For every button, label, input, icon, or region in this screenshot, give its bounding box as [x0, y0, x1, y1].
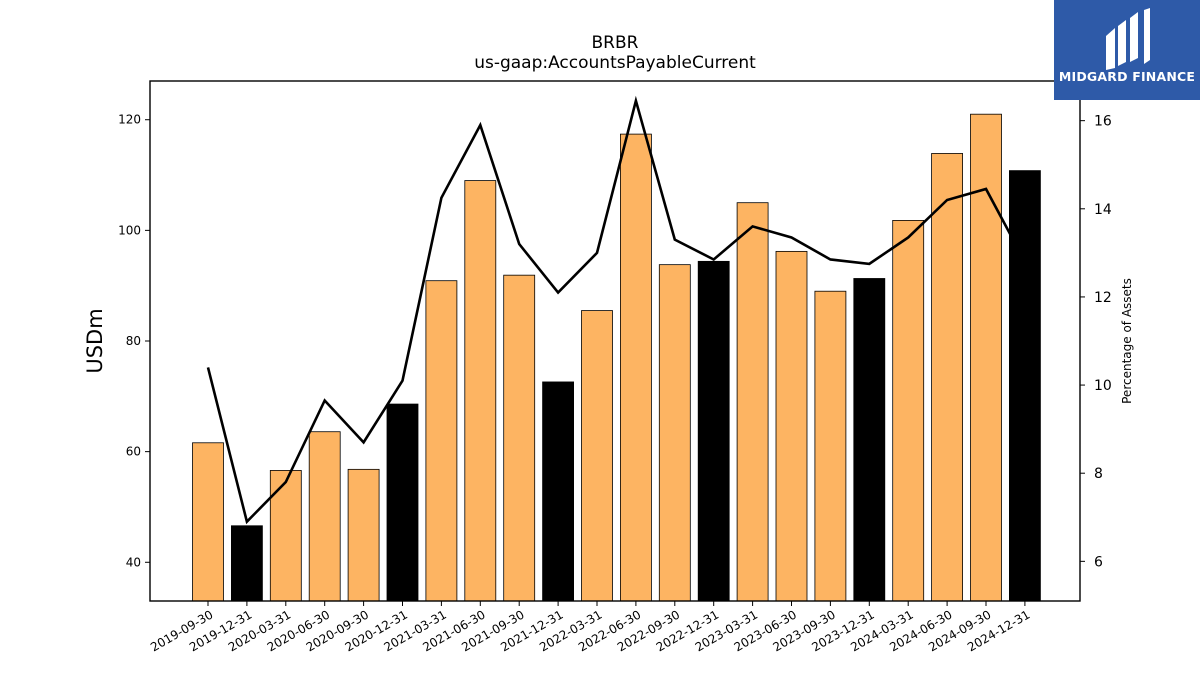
bar-2024-06-30	[931, 153, 963, 602]
bar-2022-12-31	[697, 260, 730, 602]
bar-2019-12-31	[230, 525, 263, 602]
chart-title: BRBR	[591, 33, 639, 53]
y2-axis-label: Percentage of Assets	[1120, 278, 1134, 404]
bar-2021-12-31	[542, 381, 574, 602]
brand-logo: MIDGARD FINANCE	[1054, 0, 1200, 100]
y2-tick-label: 16	[1094, 114, 1112, 130]
bar-2020-12-31	[386, 403, 419, 602]
y2-tick-label: 10	[1094, 378, 1112, 394]
bar-2023-06-30	[775, 250, 808, 602]
line-group	[206, 95, 1027, 525]
y-axis-label: USDm	[83, 308, 107, 373]
bar-2023-03-31	[736, 202, 769, 602]
y-tick-label: 60	[126, 445, 141, 459]
bar-2024-09-30	[970, 113, 1002, 602]
bar-2023-09-30	[814, 290, 847, 602]
y-tick-label: 100	[118, 223, 141, 237]
bar-2024-12-31	[1009, 170, 1041, 602]
percentage-line	[206, 95, 1027, 525]
y-tick-label: 40	[126, 555, 141, 569]
bar-2021-03-31	[425, 280, 458, 602]
bar-2020-03-31	[269, 470, 302, 602]
y2-tick-label: 14	[1094, 202, 1112, 218]
y2-tick-label: 12	[1094, 290, 1112, 306]
chart-subtitle: us-gaap:AccountsPayableCurrent	[474, 53, 756, 73]
bar-2019-09-30	[192, 442, 224, 602]
bar-2021-06-30	[464, 180, 497, 602]
bar-2024-03-31	[892, 220, 925, 602]
bars-group	[192, 113, 1041, 602]
bar-2023-12-31	[853, 278, 886, 602]
bar-2022-06-30	[620, 133, 652, 602]
bar-2021-09-30	[503, 274, 536, 602]
bar-2020-06-30	[308, 431, 341, 602]
bar-2020-09-30	[347, 468, 380, 602]
brand-mark-icon	[1106, 8, 1150, 70]
y-tick-label: 120	[118, 113, 141, 127]
brand-name: MIDGARD FINANCE	[1058, 69, 1196, 84]
y-tick-label: 80	[126, 334, 141, 348]
bar-2022-03-31	[581, 310, 613, 602]
bar-2022-09-30	[658, 264, 691, 602]
y2-tick-label: 6	[1094, 554, 1103, 570]
y2-tick-label: 8	[1094, 466, 1103, 482]
